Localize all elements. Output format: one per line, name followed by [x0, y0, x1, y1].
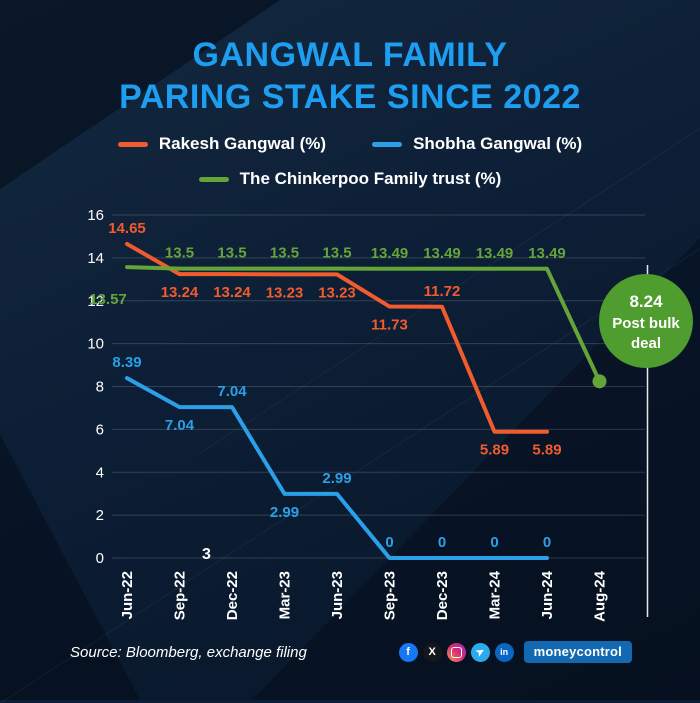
svg-text:8.24: 8.24: [629, 292, 663, 311]
svg-text:2.99: 2.99: [270, 504, 299, 521]
svg-text:13.23: 13.23: [318, 284, 356, 301]
telegram-icon[interactable]: ➤: [467, 639, 494, 665]
svg-text:6: 6: [96, 421, 104, 438]
line-chart: 0 2 4 6 8 10 12 14 16 Jun-22 Sep-22 Dec-22 Mar-23 Jun…: [87, 207, 693, 622]
legend-swatch-shobha: [372, 141, 403, 147]
svg-text:4: 4: [96, 464, 104, 481]
svg-text:2.99: 2.99: [322, 470, 351, 487]
svg-text:7.04: 7.04: [217, 383, 247, 400]
svg-text:Dec-23: Dec-23: [434, 571, 451, 620]
svg-text:Jun-22: Jun-22: [119, 571, 136, 619]
svg-text:8.39: 8.39: [112, 354, 141, 371]
x-icon[interactable]: X: [422, 642, 442, 662]
svg-text:Sep-22: Sep-22: [172, 571, 189, 620]
moneycontrol-logo[interactable]: moneycontrol: [523, 641, 632, 663]
svg-text:13.57: 13.57: [89, 291, 127, 308]
social-icons: f X ➤ in moneycontrol: [398, 639, 632, 665]
svg-text:Sep-23: Sep-23: [382, 571, 399, 620]
legend-swatch-chinkerpoo: [198, 176, 229, 182]
svg-text:2: 2: [96, 507, 104, 524]
svg-text:13.24: 13.24: [161, 284, 199, 301]
svg-text:Jun-24: Jun-24: [539, 570, 556, 619]
svg-text:14: 14: [87, 250, 104, 267]
legend-label-chinkerpoo: The Chinkerpoo Family trust (%): [239, 169, 502, 188]
svg-text:13.49: 13.49: [528, 245, 566, 262]
svg-text:10: 10: [87, 336, 104, 353]
svg-text:0: 0: [438, 534, 446, 551]
svg-text:13.49: 13.49: [423, 245, 461, 262]
source-text: Source: Bloomberg, exchange filing: [70, 643, 307, 661]
svg-text:13.5: 13.5: [217, 245, 246, 262]
svg-text:13.23: 13.23: [266, 284, 304, 301]
svg-text:13.49: 13.49: [371, 245, 409, 262]
svg-text:7.04: 7.04: [165, 417, 195, 434]
svg-text:deal: deal: [631, 335, 661, 352]
svg-text:14.65: 14.65: [108, 220, 146, 237]
svg-text:13.5: 13.5: [322, 245, 351, 262]
svg-text:0: 0: [490, 534, 498, 551]
legend-item-shobha: Shobha Gangwal (%): [372, 134, 582, 154]
title-line-1: GANGWAL FAMILY: [192, 36, 508, 74]
svg-text:Aug-24: Aug-24: [592, 570, 609, 621]
legend-item-chinkerpoo: The Chinkerpoo Family trust (%): [198, 169, 502, 189]
legend-row: The Chinkerpoo Family trust (%): [198, 169, 502, 189]
svg-text:16: 16: [87, 207, 104, 224]
stray-digit: 3: [202, 546, 211, 563]
svg-text:0: 0: [96, 550, 104, 567]
svg-text:8: 8: [96, 379, 104, 396]
legend-row: Rakesh Gangwal (%) Shobha Gangwal (%): [117, 134, 582, 154]
svg-text:Post bulk: Post bulk: [612, 315, 680, 332]
svg-text:11.73: 11.73: [371, 317, 408, 334]
svg-text:13.49: 13.49: [476, 245, 514, 262]
legend-item-rakesh: Rakesh Gangwal (%): [117, 134, 327, 154]
svg-text:13.5: 13.5: [165, 245, 194, 262]
svg-text:Mar-24: Mar-24: [487, 570, 504, 619]
svg-text:13.5: 13.5: [270, 245, 299, 262]
svg-text:11.72: 11.72: [424, 283, 461, 300]
svg-text:0: 0: [385, 534, 393, 551]
svg-text:Mar-23: Mar-23: [277, 571, 294, 619]
facebook-icon[interactable]: f: [398, 642, 418, 662]
page-title: GANGWAL FAMILY PARING STAKE SINCE 2022: [0, 34, 700, 118]
svg-text:0: 0: [543, 534, 551, 551]
linkedin-icon[interactable]: in: [494, 642, 514, 662]
legend-swatch-rakesh: [117, 141, 148, 147]
chart-legend: Rakesh Gangwal (%) Shobha Gangwal (%) Th…: [0, 134, 700, 189]
instagram-icon[interactable]: [446, 642, 466, 662]
svg-text:Jun-23: Jun-23: [329, 571, 346, 619]
svg-text:5.89: 5.89: [532, 442, 561, 459]
legend-label-shobha: Shobha Gangwal (%): [413, 134, 583, 153]
svg-text:13.24: 13.24: [213, 284, 251, 301]
svg-text:5.89: 5.89: [480, 442, 509, 459]
title-line-2: PARING STAKE SINCE 2022: [119, 78, 581, 116]
footer: Source: Bloomberg, exchange filing f X ➤ in…: [0, 639, 700, 665]
svg-text:12: 12: [87, 293, 104, 310]
legend-label-rakesh: Rakesh Gangwal (%): [158, 134, 327, 153]
svg-text:Dec-22: Dec-22: [224, 571, 241, 620]
